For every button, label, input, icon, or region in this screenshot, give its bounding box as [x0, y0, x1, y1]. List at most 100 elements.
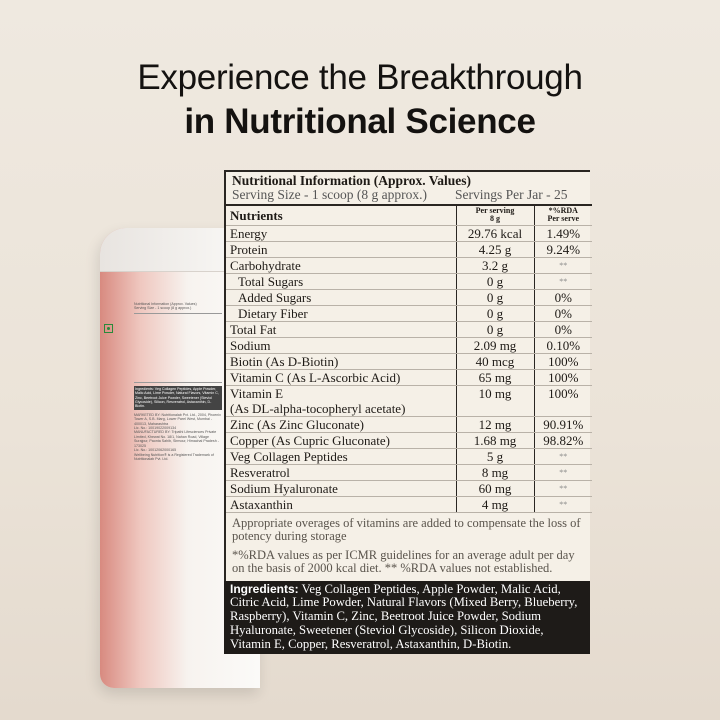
nutrient-amount: 65 mg — [455, 369, 534, 386]
nutrient-name: Protein — [226, 241, 456, 258]
nutrient-name-text: Veg Collagen Peptides — [230, 448, 348, 464]
nutrient-name-text: Total Sugars — [238, 273, 304, 289]
nutrient-name: Total Sugars — [226, 273, 456, 290]
headline-line-2: in Nutritional Science — [184, 102, 536, 141]
nutrient-name: Sodium — [226, 337, 456, 354]
col-rda: *%RDA Per serve — [533, 205, 592, 226]
nutrient-amount: 0 g — [455, 273, 534, 290]
table-row: Protein 4.25 g 9.24% — [226, 241, 592, 258]
nutrient-amount: 0 g — [455, 321, 534, 338]
nutrient-amount: 5 g — [455, 448, 534, 465]
nutrient-name-text: Vitamin E — [230, 385, 284, 401]
jar-label-fssai: Lic. No.: 10019022009134 — [134, 426, 177, 431]
ingredients-block: Ingredients: Veg Collagen Peptides, Appl… — [224, 580, 590, 655]
nutrient-name-detail: (As DL-alpha-tocopheryl acetate) — [230, 400, 406, 416]
ingredients-label: Ingredients: — [230, 581, 299, 596]
nutrient-amount: 40 mcg — [455, 353, 534, 370]
nutrient-amount: 0 g — [455, 289, 534, 306]
table-header: Nutrients Per serving 8 g *%RDA Per serve — [226, 205, 592, 226]
nutrient-name: Vitamin E (As DL-alpha-tocopheryl acetate… — [226, 385, 456, 417]
col-per-serving-unit: 8 g — [490, 214, 500, 224]
jar-label-trademark: Wellbeing Nutrition® is a Registered Tra… — [134, 452, 214, 461]
panel-title: Nutritional Information (Approx. Values) — [232, 173, 472, 188]
table-row: Total Sugars 0 g ** — [226, 273, 592, 290]
nutrient-rda: 9.24% — [533, 241, 592, 258]
table-row: Zinc (As Zinc Gluconate) 12 mg 90.91% — [226, 416, 592, 433]
table-row: Dietary Fiber 0 g 0% — [226, 305, 592, 322]
nutrient-name: Dietary Fiber — [226, 305, 456, 322]
nutrient-name: Vitamin C (As L-Ascorbic Acid) — [226, 369, 456, 386]
nutrient-name: Energy — [226, 225, 456, 242]
table-row: Carbohydrate 3.2 g ** — [226, 257, 592, 274]
table-row: Vitamin E (As DL-alpha-tocopheryl acetate… — [226, 385, 592, 417]
table-row: Copper (As Cupric Gluconate) 1.68 mg 98.82… — [226, 432, 592, 449]
nutrient-name-text: Resveratrol — [230, 464, 290, 480]
nutrient-amount: 0 g — [455, 305, 534, 322]
nutrient-name-text: Zinc (As Zinc Gluconate) — [230, 416, 364, 432]
nutrient-rda: 100% — [533, 369, 592, 386]
nutrient-name-text: Biotin (As D-Biotin) — [230, 353, 339, 369]
nutrient-rda: ** — [533, 464, 592, 481]
nutrient-name: Astaxanthin — [226, 496, 456, 513]
nutrient-name-text: Copper (As Cupric Gluconate) — [230, 432, 390, 448]
nutrient-rda: 0% — [533, 321, 592, 338]
table-row: Resveratrol 8 mg ** — [226, 464, 592, 481]
table-row: Energy 29.76 kcal 1.49% — [226, 225, 592, 242]
nutrition-table: Nutrients Per serving 8 g *%RDA Per serve … — [226, 204, 592, 513]
nutrient-name-text: Sodium — [230, 337, 271, 353]
nutrient-name-text: Protein — [230, 241, 268, 257]
nutrient-rda: ** — [533, 480, 592, 497]
nutrient-name: Sodium Hyaluronate — [226, 480, 456, 497]
nutrient-name-text: Added Sugars — [238, 289, 312, 305]
nutrient-rda: 100% — [533, 385, 592, 417]
jar-label-manufacturer: MANUFACTURED BY: Tripathi Lifesciences P… — [134, 430, 219, 448]
ingredients-text: Veg Collagen Peptides, Apple Powder, Mal… — [230, 581, 578, 651]
nutrient-name: Zinc (As Zinc Gluconate) — [226, 416, 456, 433]
nutrient-name-text: Dietary Fiber — [238, 305, 308, 321]
col-per-serving-label: Per serving — [475, 206, 515, 216]
nutrient-amount: 2.09 mg — [455, 337, 534, 354]
col-nutrients: Nutrients — [226, 205, 456, 226]
nutrient-rda: 100% — [533, 353, 592, 370]
nutrient-rda: 98.82% — [533, 432, 592, 449]
nutrition-panel: Nutritional Information (Approx. Values)… — [224, 170, 592, 581]
nutrient-name-text: Astaxanthin — [230, 496, 293, 512]
headline-line-1: Experience the Breakthrough — [137, 58, 583, 97]
nutrient-name: Biotin (As D-Biotin) — [226, 353, 456, 370]
nutrient-amount: 4 mg — [455, 496, 534, 513]
nutrient-name-text: Carbohydrate — [230, 257, 301, 273]
nutrient-name: Copper (As Cupric Gluconate) — [226, 432, 456, 449]
jar-label: Nutritional Information (Approx. Values)… — [134, 302, 222, 461]
table-row: Astaxanthin 4 mg ** — [226, 496, 592, 513]
nutrient-rda: 0% — [533, 305, 592, 322]
nutrient-amount: 1.68 mg — [455, 432, 534, 449]
col-per-serving: Per serving 8 g — [455, 205, 534, 226]
table-row: Veg Collagen Peptides 5 g ** — [226, 448, 592, 465]
col-rda-label: *%RDA — [548, 206, 578, 216]
rda-footnote: *%RDA values as per ICMR guidelines for … — [232, 547, 575, 575]
nutrient-name: Resveratrol — [226, 464, 456, 481]
nutrient-amount: 8 mg — [455, 464, 534, 481]
nutrient-rda: ** — [533, 257, 592, 274]
nutrient-rda: 1.49% — [533, 225, 592, 242]
overage-note: Appropriate overages of vitamins are add… — [232, 515, 581, 543]
nutrient-rda: ** — [533, 448, 592, 465]
jar-label-mfg-lic: Lic. No.: 10012062000165 — [134, 448, 177, 453]
nutrient-rda: ** — [533, 273, 592, 290]
col-rda-unit: Per serve — [547, 214, 580, 224]
servings-per-jar: Servings Per Jar - 25 — [454, 187, 568, 202]
table-row: Added Sugars 0 g 0% — [226, 289, 592, 306]
veg-symbol-icon — [104, 324, 113, 333]
table-row: Vitamin C (As L-Ascorbic Acid) 65 mg 100% — [226, 369, 592, 386]
jar-label-ingredients: Ingredients: Veg Collagen Peptides, Appl… — [134, 385, 222, 410]
jar-label-marketer: MARKETED BY: Nutritionalab Pvt. Ltd., 20… — [134, 412, 221, 426]
nutrient-rda: ** — [533, 496, 592, 513]
nutrient-name-text: Sodium Hyaluronate — [230, 480, 338, 496]
table-row: Sodium 2.09 mg 0.10% — [226, 337, 592, 354]
nutrient-name: Added Sugars — [226, 289, 456, 306]
table-row: Biotin (As D-Biotin) 40 mcg 100% — [226, 353, 592, 370]
jar-label-table — [134, 312, 222, 383]
nutrient-amount: 60 mg — [455, 480, 534, 497]
table-row: Sodium Hyaluronate 60 mg ** — [226, 480, 592, 497]
nutrient-name-text: Energy — [230, 225, 268, 241]
